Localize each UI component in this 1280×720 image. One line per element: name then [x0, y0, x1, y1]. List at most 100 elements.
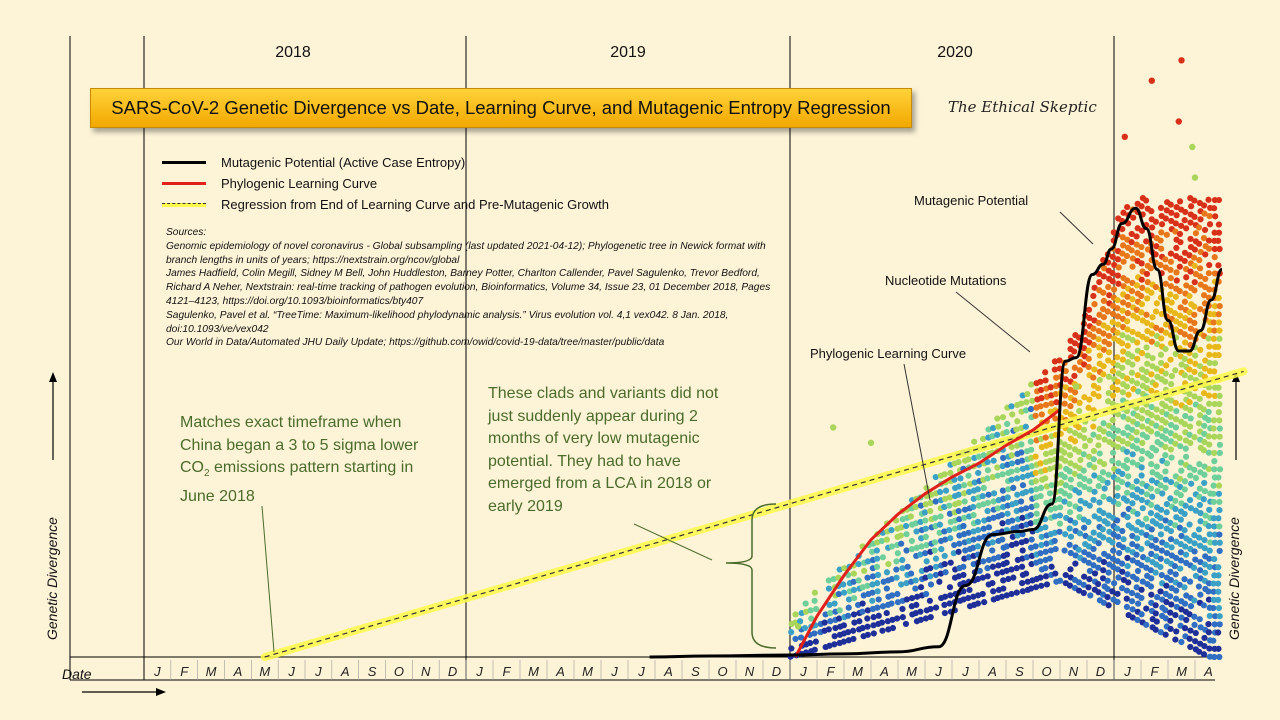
mutation-point — [974, 575, 982, 583]
mutation-point — [1216, 327, 1223, 334]
mutation-point — [1143, 621, 1150, 628]
mutation-point — [1167, 201, 1174, 208]
mutation-point — [1211, 229, 1218, 236]
mutation-point — [1080, 516, 1088, 523]
mutation-point — [1004, 420, 1011, 428]
mutation-point — [942, 569, 949, 576]
mutation-point — [1162, 215, 1169, 222]
mutation-point — [1211, 360, 1219, 367]
mutation-point — [1215, 490, 1223, 497]
mutation-point — [1192, 572, 1200, 580]
mutation-point — [946, 600, 953, 607]
sources-block: Sources: Genomic epidemiology of novel c… — [166, 226, 776, 350]
mutation-point — [1114, 411, 1122, 418]
x-tick-label: S — [1015, 664, 1024, 679]
mutation-point — [1067, 476, 1074, 483]
mutation-point — [884, 618, 891, 625]
mutation-point — [955, 458, 962, 466]
mutation-point-outlier — [867, 439, 875, 446]
mutation-point — [1168, 454, 1175, 461]
mutation-point — [811, 646, 818, 653]
mutation-point — [861, 567, 868, 575]
mutation-point — [931, 547, 938, 554]
mutation-point — [1197, 346, 1204, 354]
mutation-point — [912, 577, 919, 584]
mutation-point — [1206, 286, 1213, 293]
mutation-point — [1182, 445, 1189, 452]
mutation-point — [1114, 598, 1121, 606]
mutation-point — [1018, 563, 1026, 570]
mutation-point — [1187, 219, 1194, 226]
legend-label: Mutagenic Potential (Active Case Entropy… — [221, 155, 466, 170]
mutation-point — [1148, 371, 1155, 378]
mutation-point — [1173, 587, 1180, 594]
mutation-point — [1163, 598, 1170, 606]
mutation-point — [1062, 482, 1069, 489]
mutation-point — [822, 611, 829, 618]
mutation-point — [1109, 270, 1116, 277]
mutation-point — [1100, 346, 1108, 353]
mutation-point — [1028, 446, 1035, 453]
x-tick-label: J — [287, 664, 295, 679]
mutation-point — [981, 599, 988, 606]
mutation-point — [1154, 430, 1161, 438]
mutation-point — [1062, 376, 1069, 383]
x-tick-label: A — [233, 664, 243, 679]
mutation-point — [1062, 384, 1069, 391]
mutation-point — [1095, 336, 1102, 343]
mutation-point — [1162, 517, 1169, 524]
mutation-point — [989, 433, 996, 440]
mutation-point — [1191, 319, 1198, 327]
mutation-point — [1130, 385, 1137, 393]
mutation-point — [1173, 212, 1180, 219]
mutation-point — [1000, 585, 1007, 592]
mutation-point — [941, 471, 948, 478]
mutation-point — [1080, 426, 1088, 433]
mutation-point — [1119, 225, 1126, 233]
mutation-point — [971, 438, 978, 445]
mutation-point — [1075, 424, 1082, 431]
mutation-point — [1086, 576, 1093, 583]
mutation-point — [1105, 332, 1113, 340]
mutation-point — [1216, 653, 1223, 661]
mutation-point — [1149, 469, 1156, 476]
mutation-point — [1128, 434, 1135, 442]
series-lines — [260, 206, 1248, 661]
mutation-point — [844, 612, 852, 619]
mutation-point — [1143, 368, 1150, 376]
mutation-point — [1129, 361, 1136, 368]
mutation-point — [1076, 399, 1083, 406]
mutation-point — [1210, 417, 1218, 424]
mutation-point — [922, 550, 929, 557]
mutation-point — [989, 580, 996, 587]
mutation-point — [855, 561, 862, 568]
mutation-point — [956, 516, 963, 523]
mutation-point — [870, 622, 877, 629]
mutation-point — [1172, 416, 1180, 423]
mutation-point — [1100, 330, 1107, 337]
mutation-point — [1037, 460, 1044, 467]
mutation-point — [1027, 520, 1034, 527]
mutation-point — [1013, 475, 1021, 482]
mutation-point — [1181, 486, 1188, 493]
mutation-point — [1215, 409, 1222, 416]
mutation-point — [1192, 629, 1199, 637]
mutation-point — [1206, 506, 1213, 513]
x-tick-label: F — [827, 664, 836, 679]
mutation-point — [1167, 274, 1174, 282]
mutation-point — [1167, 340, 1175, 347]
mutation-point — [984, 507, 991, 515]
mutation-point — [1206, 261, 1213, 269]
mutation-point — [1119, 340, 1126, 347]
mutation-point — [811, 589, 819, 596]
mutation-point — [850, 586, 858, 594]
mutation-point — [1085, 347, 1092, 354]
mutation-point — [1100, 371, 1107, 378]
mutation-point — [1076, 489, 1083, 496]
mutation-point — [956, 540, 963, 547]
mutation-point — [1200, 235, 1208, 242]
mutation-point — [1181, 355, 1188, 362]
mutation-point — [1081, 361, 1088, 368]
mutation-point — [1123, 497, 1131, 504]
